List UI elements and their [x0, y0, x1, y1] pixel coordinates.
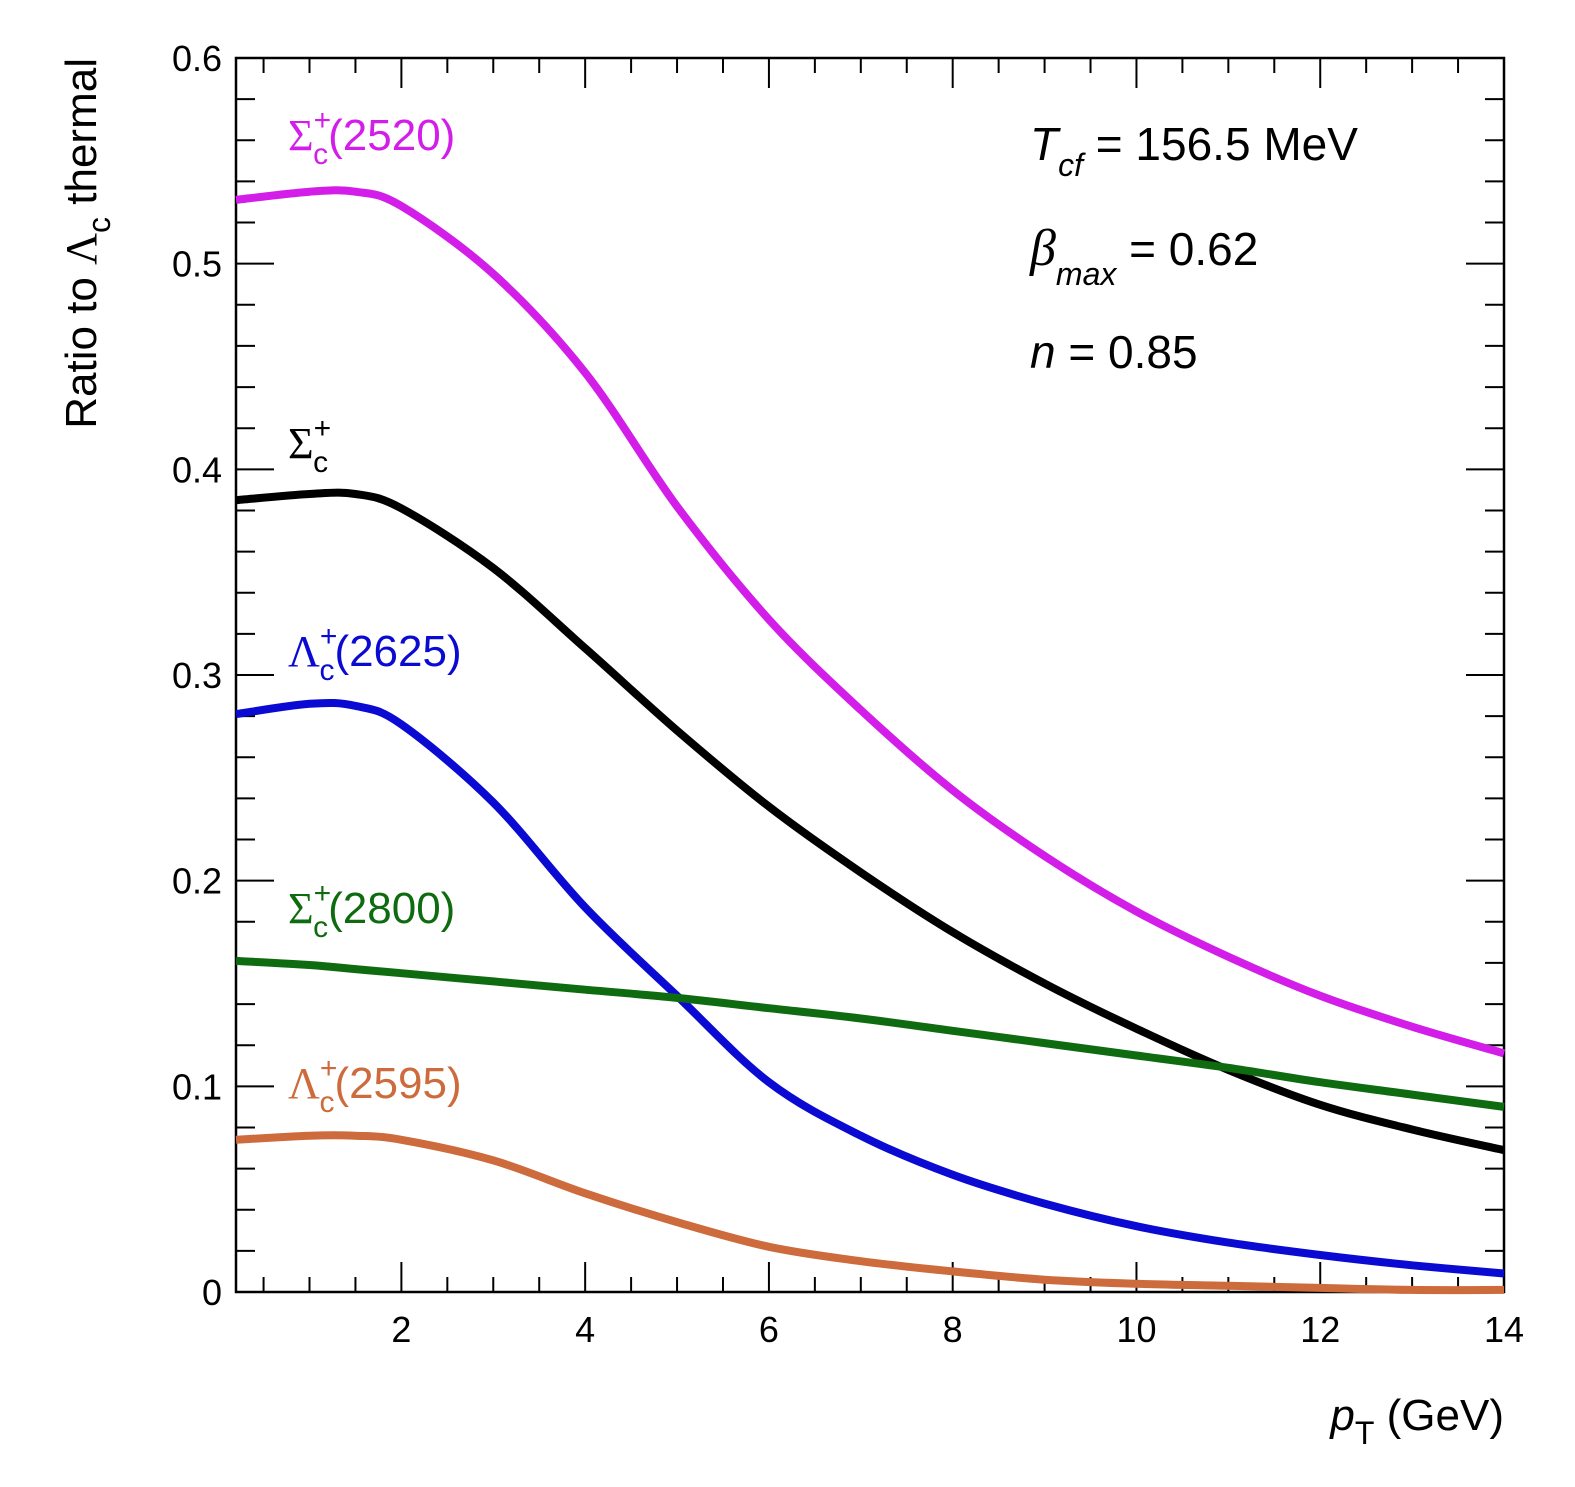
param-temperature-value: = 156.5 MeV: [1083, 118, 1358, 170]
series-label-lambda-c-2625: Λ+ c(2625): [288, 620, 462, 687]
y-tick-label: 0: [202, 1272, 222, 1313]
series-label-lambda-c-2595: Λ+ c(2595): [288, 1052, 462, 1119]
x-tick-label: 12: [1300, 1309, 1340, 1350]
param-beta-value: = 0.62: [1116, 223, 1258, 275]
series-label-sigma-c-2800: Σ+ c(2800): [288, 877, 455, 944]
curves: [235, 186, 1506, 1295]
series-line-lambda-c-2595: [235, 1131, 1505, 1295]
y-tick-label: 0.3: [172, 655, 222, 696]
param-n-symbol: n: [1030, 326, 1056, 378]
series-label-sigma-c-2520: Σ+ c(2520): [288, 104, 455, 171]
x-tick-label: 4: [575, 1309, 595, 1350]
y-axis-title: Ratio to Λc thermal: [57, 58, 117, 429]
y-axis-title-symbol: Λ: [57, 233, 106, 265]
x-axis-title-sub: T: [1355, 1415, 1375, 1451]
param-n-value: = 0.85: [1056, 326, 1198, 378]
y-axis-title-sub: c: [81, 217, 117, 233]
param-temperature: Tcf = 156.5 MeV: [1030, 118, 1358, 183]
series-label-sigma-c: Σ+ c: [288, 412, 331, 479]
y-tick-label: 0.5: [172, 244, 222, 285]
series-line-sigma-c-2520: [235, 186, 1506, 1058]
x-axis-title-unit: (GeV): [1387, 1391, 1504, 1440]
x-tick-label: 14: [1484, 1309, 1524, 1350]
y-tick-label: 0.2: [172, 861, 222, 902]
x-ticks: 2 4 6 8 10 12 14: [262, 58, 1524, 1350]
param-beta-sub: max: [1056, 256, 1117, 292]
series-line-lambda-c-2625: [235, 698, 1505, 1278]
series-labels: Σ+ c(2520) Σ+ c Λ+ c(2625) Σ+ c(2800) Λ+ c(2595): [288, 104, 462, 1119]
y-tick-label: 0.1: [172, 1066, 222, 1107]
param-n: n = 0.85: [1030, 326, 1198, 378]
x-tick-label: 6: [759, 1309, 779, 1350]
param-beta: βmax = 0.62: [1029, 220, 1258, 292]
y-tick-label: 0.4: [172, 449, 222, 490]
y-tick-label: 0.6: [172, 38, 222, 79]
param-temperature-sub: cf: [1058, 147, 1086, 183]
x-tick-label: 10: [1116, 1309, 1156, 1350]
y-axis-title-tail: thermal: [57, 58, 106, 217]
x-tick-label: 2: [391, 1309, 411, 1350]
y-ticks: 0 0.1 0.2 0.3 0.4 0.5 0.6: [172, 38, 1504, 1313]
x-axis-title-var: p: [1328, 1391, 1354, 1440]
param-temperature-symbol: T: [1030, 118, 1061, 170]
series-line-sigma-c: [235, 488, 1505, 1155]
x-tick-label: 8: [943, 1309, 963, 1350]
parameter-box: Tcf = 156.5 MeV βmax = 0.62 n = 0.85: [1029, 118, 1358, 378]
series-line-sigma-c-2800: [235, 956, 1505, 1111]
y-axis-title-text: Ratio to: [57, 265, 106, 429]
param-beta-symbol: β: [1029, 220, 1056, 277]
x-axis-title: pT (GeV): [1328, 1391, 1504, 1451]
